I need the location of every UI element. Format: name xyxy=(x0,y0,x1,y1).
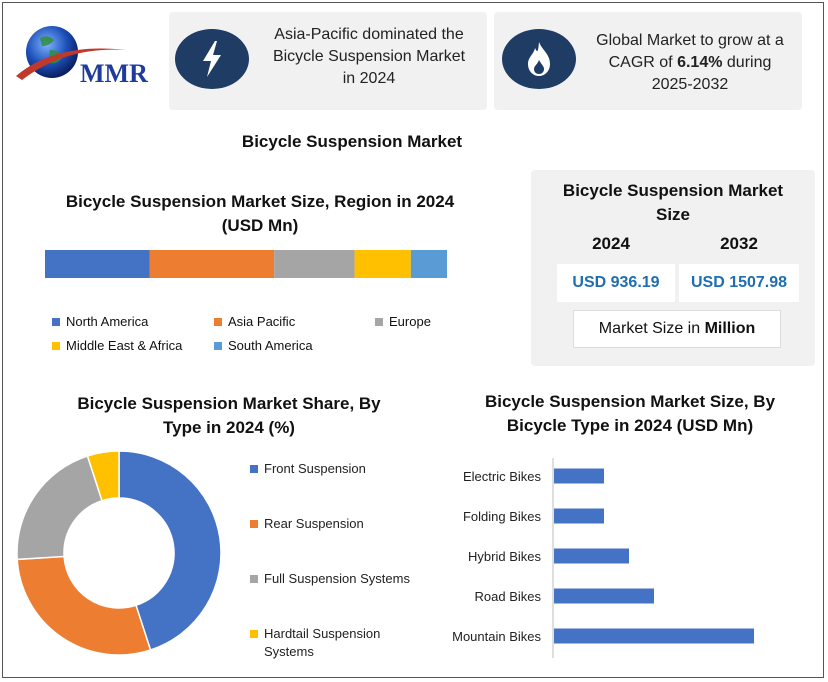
bytype-bar-electric-bikes xyxy=(554,468,604,484)
region-bar-segment-south-america xyxy=(410,250,447,278)
legend-label: Middle East & Africa xyxy=(66,338,183,353)
bytype-title-line2: Bicycle Type in 2024 (USD Mn) xyxy=(506,416,754,435)
region-chart-title: Bicycle Suspension Market Size, Region i… xyxy=(40,190,480,238)
bytype-tick-label: Folding Bikes xyxy=(463,509,542,524)
cagr-text-pre: Global Market to grow at a CAGR of xyxy=(596,32,784,71)
bytype-chart-title: Bicycle Suspension Market Size, By Bicyc… xyxy=(460,390,800,438)
legend-item-front-suspension: Front Suspension xyxy=(250,460,366,478)
region-legend: North America Asia Pacific Europe Middle… xyxy=(52,314,492,364)
market-size-card: Bicycle Suspension Market Size 2024 2032… xyxy=(531,170,815,366)
bytype-bar-folding-bikes xyxy=(554,508,604,524)
legend-item-north-america: North America xyxy=(52,314,148,329)
legend-label: North America xyxy=(66,314,149,329)
year-2024: 2024 xyxy=(592,234,630,253)
legend-label: Rear Suspension xyxy=(264,516,364,531)
donut-slice-hardtail-suspension-systems xyxy=(86,450,120,502)
value-2032: USD 1507.98 xyxy=(679,264,799,302)
region-stacked-bar xyxy=(45,250,447,278)
legend-item-south-america: South America xyxy=(214,338,313,353)
market-size-unit: Market Size in Million xyxy=(573,310,781,348)
bytype-tick-label: Electric Bikes xyxy=(463,469,542,484)
main-title: Bicycle Suspension Market xyxy=(241,132,463,151)
flame-icon xyxy=(502,29,576,89)
cagr-text-post: during 2025-2032 xyxy=(651,54,772,93)
legend-label: Front Suspension xyxy=(264,461,366,476)
legend-swatch xyxy=(52,317,60,326)
logo-text: MMR xyxy=(80,59,148,88)
legend-item-hardtail-suspension: Hardtail Suspension Systems xyxy=(250,625,390,661)
region-bar-segment-middle-east-africa xyxy=(354,250,411,278)
header-card-text: Asia-Pacific dominated the Bicycle Suspe… xyxy=(272,26,466,87)
legend-swatch xyxy=(214,341,222,350)
legend-swatch xyxy=(250,465,258,473)
header-card-text: Global Market to grow at a CAGR of 6.14%… xyxy=(590,30,790,96)
lightning-bolt-icon xyxy=(175,29,249,89)
legend-item-middle-east-africa: Middle East & Africa xyxy=(52,338,182,353)
bytype-tick-label: Hybrid Bikes xyxy=(468,549,541,564)
bytype-bar-chart: Electric Bikes Folding Bikes Hybrid Bikes R… xyxy=(452,458,754,658)
legend-label: Europe xyxy=(389,314,431,329)
donut-slice-full-suspension-systems xyxy=(16,455,103,561)
region-bar-segment-europe xyxy=(274,250,355,278)
legend-label: Hardtail Suspension Systems xyxy=(264,626,381,659)
region-title-line2: (USD Mn) xyxy=(221,216,299,235)
region-bar-segment-north-america xyxy=(45,250,150,278)
region-title-line1: Bicycle Suspension Market Size, Region i… xyxy=(65,192,455,211)
donut-slice-front-suspension xyxy=(118,450,222,651)
header-card-cagr: Global Market to grow at a CAGR of 6.14%… xyxy=(494,12,802,110)
donut-slice-rear-suspension xyxy=(16,555,152,656)
legend-swatch xyxy=(250,575,258,583)
mmr-logo: MMR xyxy=(10,20,160,100)
legend-label: Full Suspension Systems xyxy=(264,571,410,586)
legend-label: South America xyxy=(228,338,313,353)
legend-swatch xyxy=(250,520,258,528)
share-title-line2: Type in 2024 (%) xyxy=(163,418,295,437)
bytype-bar-mountain-bikes xyxy=(554,628,754,644)
legend-swatch xyxy=(250,630,258,638)
legend-label: Asia Pacific xyxy=(228,314,296,329)
region-bar-segment-asia-pacific xyxy=(149,250,275,278)
legend-item-rear-suspension: Rear Suspension xyxy=(250,515,364,533)
market-size-title: Bicycle Suspension Market Size xyxy=(531,179,815,227)
share-donut-chart xyxy=(16,450,222,656)
market-size-title-line1: Bicycle Suspension Market xyxy=(562,181,784,200)
share-title-line1: Bicycle Suspension Market Share, By xyxy=(77,394,381,413)
legend-swatch xyxy=(52,341,60,350)
legend-swatch xyxy=(214,317,222,326)
bytype-bar-road-bikes xyxy=(554,588,654,604)
legend-item-europe: Europe xyxy=(375,314,431,329)
cagr-value: 6.14% xyxy=(677,54,723,71)
legend-item-full-suspension: Full Suspension Systems xyxy=(250,570,425,588)
unit-bold: Million xyxy=(704,320,756,337)
legend-swatch xyxy=(375,317,383,326)
share-chart-title: Bicycle Suspension Market Share, By Type… xyxy=(40,392,418,440)
bytype-bar-hybrid-bikes xyxy=(554,548,629,564)
bytype-tick-label: Mountain Bikes xyxy=(452,629,541,644)
unit-text: Market Size in xyxy=(598,320,705,337)
market-size-title-line2: Size xyxy=(655,205,691,224)
value-2024: USD 936.19 xyxy=(557,264,675,302)
header-card-asia-pacific: Asia-Pacific dominated the Bicycle Suspe… xyxy=(169,12,487,110)
bytype-tick-label: Road Bikes xyxy=(475,589,542,604)
bytype-title-line1: Bicycle Suspension Market Size, By xyxy=(484,392,776,411)
legend-item-asia-pacific: Asia Pacific xyxy=(214,314,295,329)
year-2032: 2032 xyxy=(720,234,758,253)
